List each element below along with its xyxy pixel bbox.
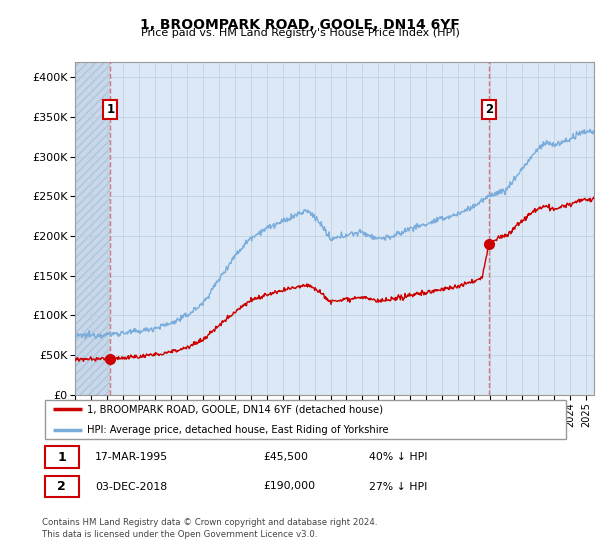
FancyBboxPatch shape [44, 400, 566, 439]
Text: £190,000: £190,000 [264, 482, 316, 492]
Text: 40% ↓ HPI: 40% ↓ HPI [370, 452, 428, 462]
Text: 03-DEC-2018: 03-DEC-2018 [95, 482, 167, 492]
Text: £45,500: £45,500 [264, 452, 309, 462]
Text: 1, BROOMPARK ROAD, GOOLE, DN14 6YF (detached house): 1, BROOMPARK ROAD, GOOLE, DN14 6YF (deta… [87, 404, 383, 414]
Text: 1: 1 [106, 104, 115, 116]
Text: 1: 1 [58, 451, 66, 464]
Text: 1, BROOMPARK ROAD, GOOLE, DN14 6YF: 1, BROOMPARK ROAD, GOOLE, DN14 6YF [140, 18, 460, 32]
Text: Contains HM Land Registry data © Crown copyright and database right 2024.
This d: Contains HM Land Registry data © Crown c… [42, 518, 377, 539]
FancyBboxPatch shape [44, 446, 79, 468]
Text: 17-MAR-1995: 17-MAR-1995 [95, 452, 168, 462]
Text: 2: 2 [485, 104, 493, 116]
Text: HPI: Average price, detached house, East Riding of Yorkshire: HPI: Average price, detached house, East… [87, 424, 389, 435]
Text: Price paid vs. HM Land Registry's House Price Index (HPI): Price paid vs. HM Land Registry's House … [140, 28, 460, 38]
FancyBboxPatch shape [44, 475, 79, 497]
Text: 27% ↓ HPI: 27% ↓ HPI [370, 482, 428, 492]
Bar [75, 62, 110, 395]
Text: 2: 2 [58, 480, 66, 493]
